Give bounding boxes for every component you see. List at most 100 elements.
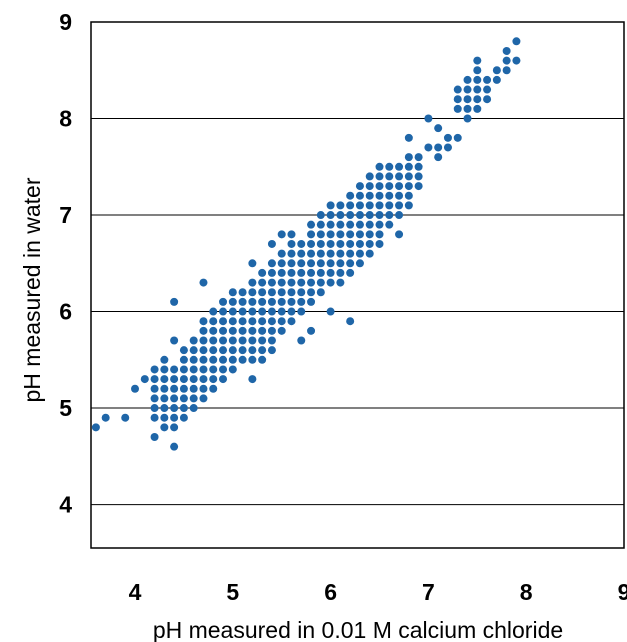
data-point	[375, 162, 384, 171]
data-point	[316, 230, 325, 239]
data-point	[219, 326, 228, 335]
data-point	[365, 182, 374, 191]
data-point	[199, 346, 208, 355]
data-point	[375, 191, 384, 200]
data-point	[228, 288, 237, 297]
data-point	[287, 230, 296, 239]
data-point	[463, 104, 472, 113]
data-point	[277, 230, 286, 239]
data-point	[199, 384, 208, 393]
data-point	[453, 85, 462, 94]
data-point	[473, 95, 482, 104]
plot-frame	[90, 21, 625, 549]
y-tick-label: 8	[59, 106, 72, 132]
data-point	[267, 278, 276, 287]
data-point	[414, 172, 423, 181]
data-point	[238, 288, 247, 297]
x-tick-labels: 4 5 6 7 8 9	[129, 579, 627, 605]
data-point	[228, 355, 237, 364]
data-point	[248, 326, 257, 335]
data-point	[267, 346, 276, 355]
data-point	[131, 384, 140, 393]
x-tick-label: 9	[618, 579, 627, 605]
data-point	[228, 326, 237, 335]
data-point	[375, 230, 384, 239]
data-point	[267, 326, 276, 335]
x-axis-title: pH measured in 0.01 M calcium chloride	[153, 617, 563, 642]
data-point	[404, 133, 413, 142]
data-point	[209, 355, 218, 364]
data-point	[492, 66, 501, 75]
data-point	[160, 404, 169, 413]
data-point	[395, 172, 404, 181]
data-point	[463, 75, 472, 84]
data-point	[395, 230, 404, 239]
data-point	[316, 239, 325, 248]
data-point	[297, 336, 306, 345]
data-point	[150, 384, 159, 393]
data-point	[277, 259, 286, 268]
y-tick-label: 9	[59, 9, 72, 35]
data-point	[297, 288, 306, 297]
data-point	[287, 317, 296, 326]
data-point	[170, 336, 179, 345]
data-point	[395, 162, 404, 171]
data-point	[287, 239, 296, 248]
data-point	[336, 259, 345, 268]
data-point	[326, 220, 335, 229]
data-point	[297, 297, 306, 306]
data-point	[170, 297, 179, 306]
data-point	[248, 336, 257, 345]
data-point	[512, 37, 521, 46]
data-point	[385, 201, 394, 210]
data-point	[385, 220, 394, 229]
data-point	[277, 326, 286, 335]
data-point	[228, 346, 237, 355]
data-point	[326, 307, 335, 316]
data-point	[453, 95, 462, 104]
x-tick-label: 4	[129, 579, 142, 605]
data-point	[326, 230, 335, 239]
data-point	[502, 56, 511, 65]
data-point	[248, 259, 257, 268]
data-point	[395, 201, 404, 210]
data-point	[385, 182, 394, 191]
data-point	[189, 394, 198, 403]
data-point	[502, 46, 511, 55]
data-point	[258, 355, 267, 364]
data-point	[395, 191, 404, 200]
data-point	[365, 239, 374, 248]
data-point	[209, 317, 218, 326]
data-point	[316, 220, 325, 229]
data-point	[326, 239, 335, 248]
data-point	[316, 288, 325, 297]
data-point	[150, 375, 159, 384]
data-point	[258, 288, 267, 297]
data-point	[365, 201, 374, 210]
data-point	[170, 442, 179, 451]
data-point	[297, 268, 306, 277]
data-point	[228, 307, 237, 316]
data-point	[228, 297, 237, 306]
data-point	[160, 394, 169, 403]
data-point	[346, 220, 355, 229]
data-point	[267, 288, 276, 297]
data-point	[238, 317, 247, 326]
data-point	[150, 433, 159, 442]
data-point	[277, 249, 286, 258]
data-point	[199, 394, 208, 403]
data-point	[170, 365, 179, 374]
data-point	[326, 259, 335, 268]
data-point	[248, 307, 257, 316]
data-point	[326, 278, 335, 287]
data-point	[209, 346, 218, 355]
data-point	[365, 230, 374, 239]
data-point	[355, 201, 364, 210]
data-point	[101, 413, 110, 422]
data-point	[346, 191, 355, 200]
data-point	[179, 413, 188, 422]
data-point	[346, 201, 355, 210]
data-point	[267, 239, 276, 248]
data-point	[248, 375, 257, 384]
data-point	[297, 249, 306, 258]
